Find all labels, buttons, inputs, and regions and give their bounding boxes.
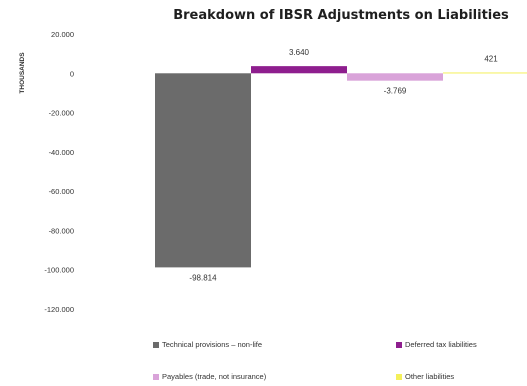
data-label: -3.769 — [384, 87, 407, 96]
bar — [155, 73, 251, 268]
bar — [443, 72, 527, 74]
bars — [155, 66, 527, 268]
data-labels: -98.814 3.640 -3.769 421 — [189, 48, 498, 282]
y-tick-label: -60.000 — [49, 187, 74, 196]
y-tick-label: -40.000 — [49, 148, 74, 157]
data-label: 421 — [484, 54, 498, 63]
y-tick-label: -20.000 — [49, 109, 74, 118]
y-tick-label: 20.000 — [51, 30, 74, 39]
y-tick-label: -120.000 — [44, 305, 74, 314]
data-label: 3.640 — [289, 48, 310, 57]
y-tick-label: -80.000 — [49, 226, 74, 235]
chart-title: Breakdown of IBSR Adjustments on Liabili… — [173, 8, 509, 23]
y-tick-label: 0 — [70, 69, 74, 78]
bar — [251, 66, 347, 74]
y-axis-label: THOUSANDS — [19, 52, 26, 94]
bar — [347, 73, 443, 81]
y-axis-ticks: 20.000 0 -20.000 -40.000 -60.000 -80.000 -100.… — [44, 30, 74, 314]
y-tick-label: -100.000 — [44, 266, 74, 275]
data-label: -98.814 — [189, 273, 217, 282]
